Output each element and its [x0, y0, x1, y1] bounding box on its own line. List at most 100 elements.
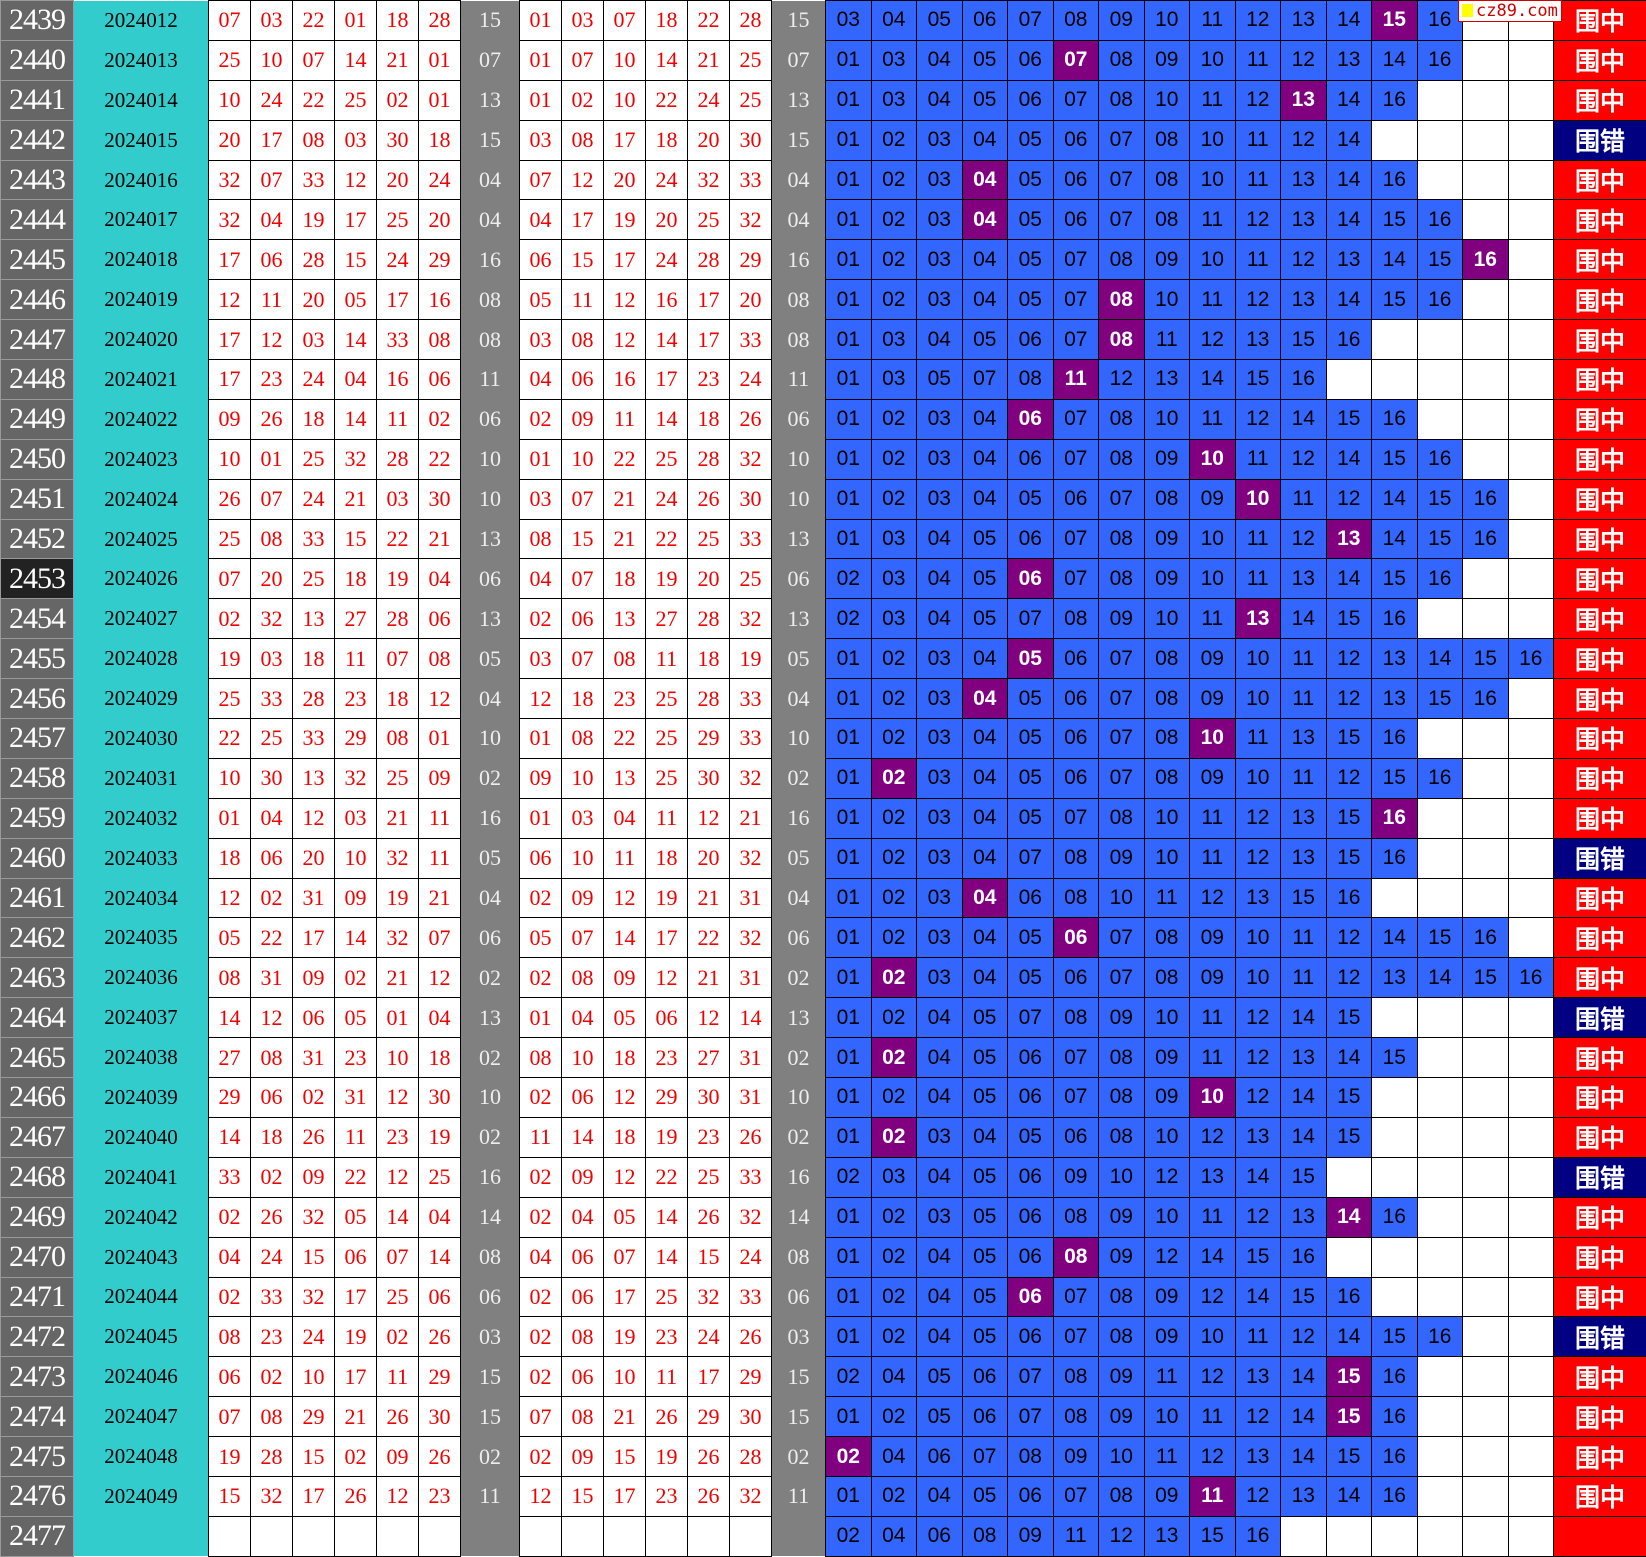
set-number[interactable]: 02	[826, 599, 872, 639]
set-number[interactable]: 11	[1235, 240, 1281, 280]
sorted-number[interactable]: 14	[646, 399, 688, 439]
set-number[interactable]: 13	[1235, 878, 1281, 918]
set-number[interactable]: 14	[1326, 120, 1372, 160]
sorted-number[interactable]: 07	[520, 1397, 562, 1437]
set-number[interactable]: 06	[1053, 1117, 1099, 1157]
empty-cell[interactable]	[1508, 878, 1554, 918]
special-number[interactable]: 15	[461, 1397, 520, 1437]
sorted-number[interactable]: 09	[562, 399, 604, 439]
set-number[interactable]: 15	[1417, 240, 1463, 280]
draw-number[interactable]: 04	[419, 559, 461, 599]
set-number[interactable]: 08	[1053, 998, 1099, 1038]
sorted-number[interactable]: 23	[604, 679, 646, 719]
draw-number[interactable]: 17	[335, 1357, 377, 1397]
sorted-number[interactable]: 01	[520, 439, 562, 479]
sorted-number[interactable]: 22	[646, 519, 688, 559]
set-number[interactable]: 08	[1099, 1277, 1145, 1317]
row-number[interactable]: 2454	[1, 599, 74, 639]
result-badge[interactable]: 围中	[1554, 200, 1646, 240]
draw-number[interactable]: 30	[419, 1397, 461, 1437]
empty-cell[interactable]	[1417, 1117, 1463, 1157]
special-number-repeat[interactable]: 05	[772, 838, 826, 878]
set-number[interactable]: 09	[1099, 1237, 1145, 1277]
result-badge[interactable]: 围错	[1554, 998, 1646, 1038]
set-number[interactable]: 15	[1417, 679, 1463, 719]
set-number[interactable]: 05	[1008, 240, 1054, 280]
set-number[interactable]: 06	[1053, 758, 1099, 798]
draw-number[interactable]: 32	[251, 599, 293, 639]
sorted-number[interactable]: 27	[688, 1038, 730, 1078]
special-number-repeat[interactable]: 06	[772, 559, 826, 599]
special-number-repeat[interactable]: 10	[772, 439, 826, 479]
set-number[interactable]: 11	[1235, 519, 1281, 559]
empty-cell[interactable]	[1508, 1277, 1554, 1317]
sorted-number[interactable]: 32	[730, 599, 772, 639]
set-number[interactable]: 01	[826, 200, 872, 240]
draw-number[interactable]: 32	[377, 838, 419, 878]
set-number[interactable]: 16	[1417, 439, 1463, 479]
sorted-number[interactable]: 11	[604, 399, 646, 439]
row-number[interactable]: 2441	[1, 80, 74, 120]
sorted-number[interactable]: 11	[646, 639, 688, 679]
draw-number[interactable]: 13	[293, 599, 335, 639]
set-number[interactable]: 16	[1463, 679, 1509, 719]
draw-number[interactable]: 09	[293, 1157, 335, 1197]
set-number[interactable]: 09	[1190, 479, 1236, 519]
set-number[interactable]: 14	[1326, 1476, 1372, 1516]
empty-cell[interactable]	[1508, 1437, 1554, 1477]
issue-date[interactable]: 2024035	[74, 918, 209, 958]
sorted-number[interactable]: 26	[688, 1197, 730, 1237]
set-number[interactable]: 08	[1099, 439, 1145, 479]
set-number-hit[interactable]: 04	[962, 679, 1008, 719]
empty-cell[interactable]	[1508, 519, 1554, 559]
set-number[interactable]: 04	[917, 1157, 963, 1197]
draw-number[interactable]: 09	[209, 399, 251, 439]
draw-number[interactable]: 11	[335, 1117, 377, 1157]
row-number[interactable]: 2472	[1, 1317, 74, 1357]
empty-cell[interactable]	[1508, 320, 1554, 360]
sorted-number[interactable]: 12	[688, 998, 730, 1038]
special-number-repeat[interactable]: 04	[772, 200, 826, 240]
set-number[interactable]: 16	[1326, 320, 1372, 360]
set-number[interactable]: 02	[871, 1317, 917, 1357]
draw-number[interactable]: 25	[377, 200, 419, 240]
draw-number[interactable]: 12	[377, 1078, 419, 1118]
sorted-number[interactable]: 06	[562, 599, 604, 639]
result-badge[interactable]: 围中	[1554, 1357, 1646, 1397]
draw-number[interactable]: 29	[419, 1357, 461, 1397]
empty-cell[interactable]	[1508, 1516, 1554, 1556]
empty-cell[interactable]	[1417, 838, 1463, 878]
sorted-number[interactable]	[730, 1516, 772, 1556]
set-number[interactable]: 04	[917, 998, 963, 1038]
sorted-number[interactable]: 32	[688, 1277, 730, 1317]
draw-number[interactable]: 07	[377, 639, 419, 679]
result-badge[interactable]: 围中	[1554, 1078, 1646, 1118]
set-number[interactable]: 10	[1190, 120, 1236, 160]
set-number[interactable]: 12	[1281, 439, 1327, 479]
draw-number[interactable]: 26	[251, 1197, 293, 1237]
sorted-number[interactable]	[520, 1516, 562, 1556]
set-number[interactable]: 12	[1235, 80, 1281, 120]
special-number[interactable]: 16	[461, 798, 520, 838]
draw-number[interactable]: 11	[251, 280, 293, 320]
empty-cell[interactable]	[1463, 838, 1509, 878]
result-badge[interactable]: 围中	[1554, 160, 1646, 200]
row-number[interactable]: 2470	[1, 1237, 74, 1277]
set-number[interactable]: 12	[1281, 519, 1327, 559]
set-number[interactable]: 13	[1326, 40, 1372, 80]
result-badge[interactable]: 围中	[1554, 878, 1646, 918]
set-number[interactable]: 14	[1281, 1078, 1327, 1118]
draw-number[interactable]: 31	[293, 1038, 335, 1078]
set-number[interactable]: 09	[1099, 1397, 1145, 1437]
set-number[interactable]: 09	[1099, 1357, 1145, 1397]
sorted-number[interactable]: 27	[646, 599, 688, 639]
draw-number[interactable]: 27	[335, 599, 377, 639]
set-number[interactable]: 03	[917, 679, 963, 719]
set-number[interactable]: 05	[1008, 200, 1054, 240]
draw-number[interactable]: 14	[209, 1117, 251, 1157]
special-number-repeat[interactable]: 11	[772, 360, 826, 400]
set-number-hit[interactable]: 07	[1053, 40, 1099, 80]
set-number[interactable]: 12	[1281, 1317, 1327, 1357]
draw-number[interactable]: 18	[377, 1, 419, 41]
sorted-number[interactable]: 32	[730, 838, 772, 878]
